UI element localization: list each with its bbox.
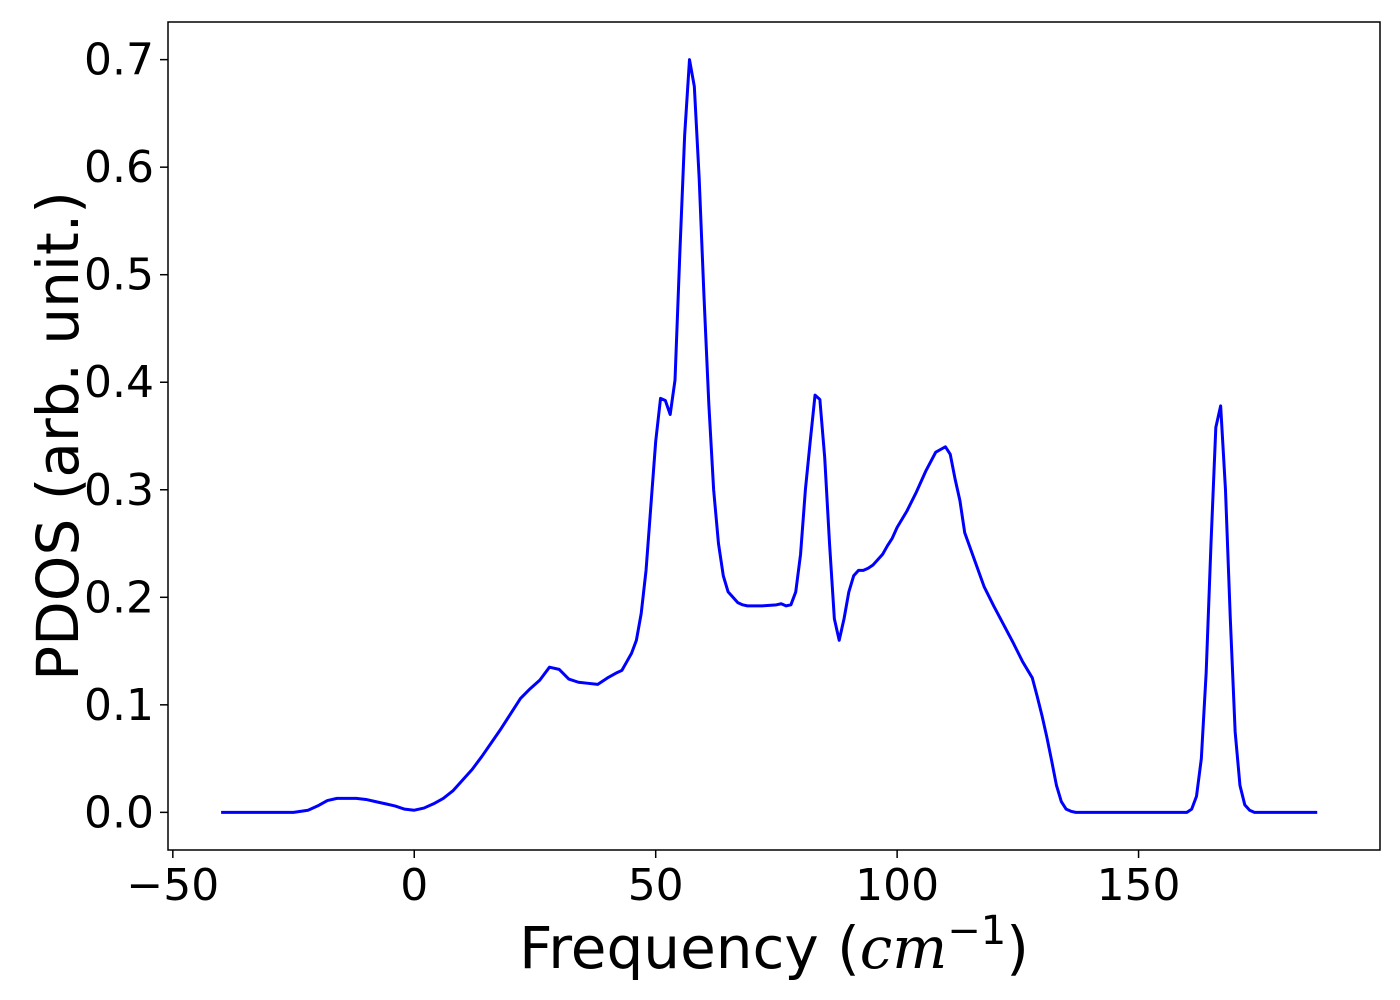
x-tick-label: −50 (126, 860, 219, 911)
x-axis-label-exponent: −1 (947, 908, 1006, 954)
x-axis-label-unit: cm (860, 914, 947, 982)
x-axis-label-close: ) (1006, 914, 1029, 982)
x-tick-label: 100 (855, 860, 939, 911)
x-tick-label: 150 (1097, 860, 1181, 911)
y-tick-label: 0.3 (84, 465, 154, 516)
y-tick-label: 0.7 (84, 35, 154, 86)
x-axis-ticks: −50 0 50 100 150 (126, 850, 1181, 911)
x-tick-label: 0 (400, 860, 428, 911)
y-tick-label: 0.5 (84, 250, 154, 301)
y-tick-label: 0.1 (84, 680, 154, 731)
y-tick-label: 0.6 (84, 142, 154, 193)
y-axis-label: PDOS (arb. unit.) (24, 191, 92, 681)
plot-frame (167, 21, 1381, 851)
y-tick-label: 0.4 (84, 357, 154, 408)
y-axis-ticks: 0.0 0.1 0.2 0.3 0.4 0.5 0.6 0.7 (84, 35, 168, 838)
y-tick-label: 0.2 (84, 572, 154, 623)
x-tick-label: 50 (628, 860, 684, 911)
y-tick-label: 0.0 (84, 787, 154, 838)
x-axis-label-main: Frequency ( (519, 914, 860, 982)
x-axis-label: Frequency (cm−1) (519, 908, 1029, 982)
pdos-series-line (221, 58, 1318, 814)
